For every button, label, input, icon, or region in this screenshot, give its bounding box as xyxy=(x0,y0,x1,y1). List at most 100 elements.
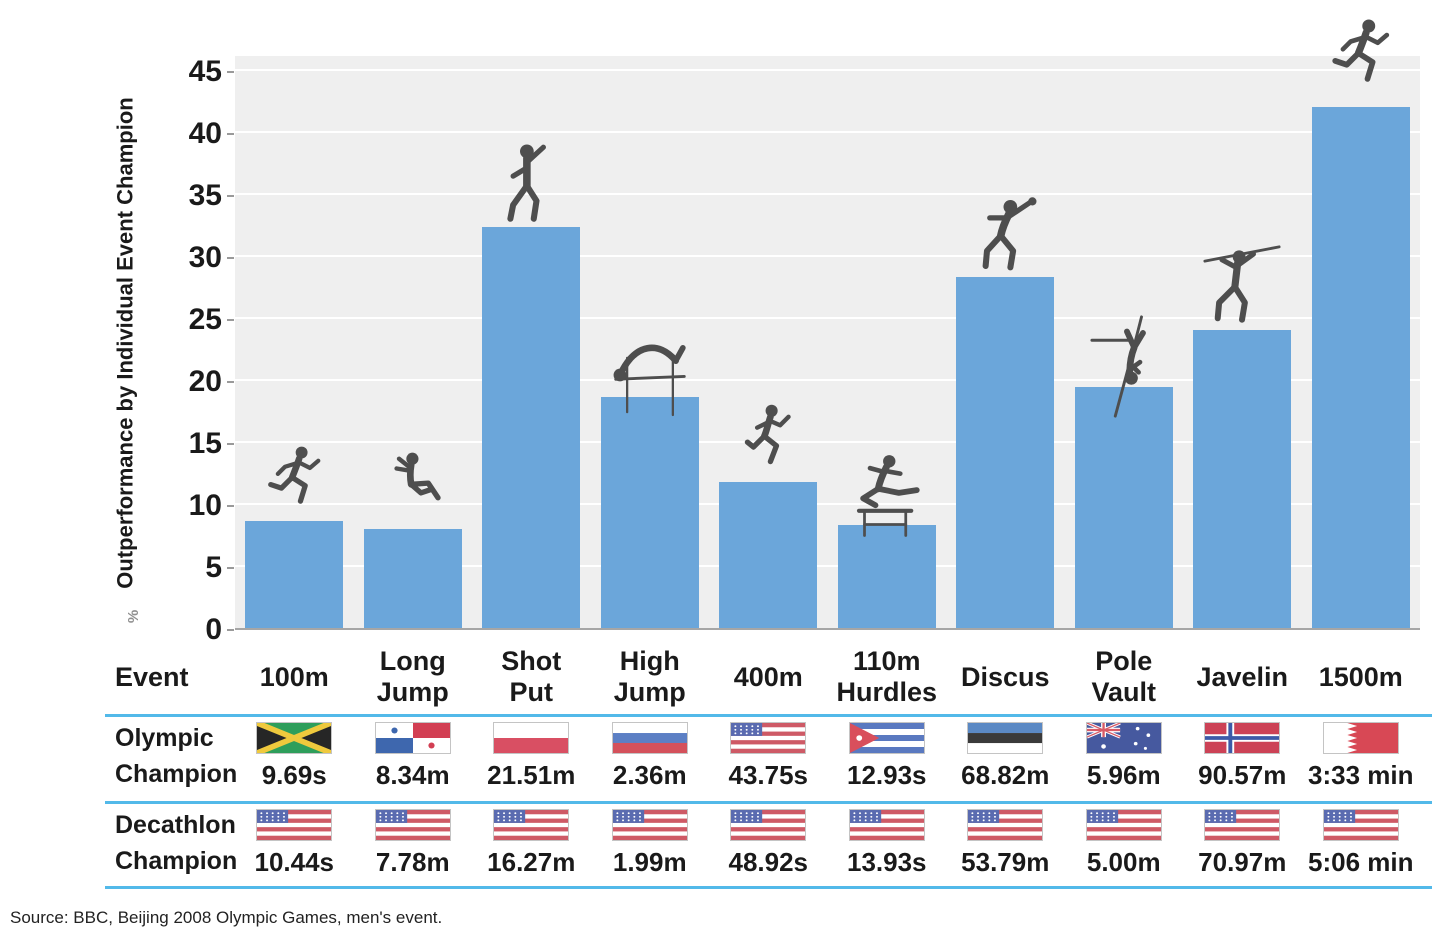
bar-high-jump xyxy=(600,397,699,628)
event-label-line: 100m xyxy=(259,661,329,692)
event-label: High Jump xyxy=(591,646,710,708)
shot-putter-icon xyxy=(498,139,564,227)
y-tick-label: 25 xyxy=(188,303,222,336)
event-label: Discus xyxy=(946,646,1065,708)
high-jumper-icon xyxy=(610,329,690,421)
y-tick-label: 20 xyxy=(188,365,222,398)
event-label: 110m Hurdles xyxy=(828,646,947,708)
gridline xyxy=(235,503,1420,505)
decathlon-champion-row-label-line2: Champion xyxy=(115,847,238,875)
y-tick-mark xyxy=(227,381,234,383)
olympic-champion-row-label-line1: Olympic xyxy=(115,724,214,752)
table-value: 5:06 min xyxy=(1308,847,1414,877)
y-tick-mark xyxy=(227,257,234,259)
event-axis-header: Event xyxy=(115,661,189,692)
discus-thrower-icon xyxy=(976,189,1042,277)
table-value: 3:33 min xyxy=(1308,760,1414,790)
javelin-thrower-icon xyxy=(1202,238,1282,330)
event-label: Pole Vault xyxy=(1065,646,1184,708)
event-label-line: High xyxy=(619,646,680,676)
event-label: Shot Put xyxy=(472,646,591,708)
flag-icon-usa xyxy=(1204,809,1280,841)
flag-icon-usa xyxy=(374,809,451,841)
table-value: 7.78m xyxy=(375,847,450,877)
decathlon-champion-row-label: Decathlon Champion xyxy=(115,807,237,879)
table-rule-bottom xyxy=(105,886,1432,889)
y-tick-mark xyxy=(227,195,234,197)
gridline xyxy=(235,131,1420,133)
table-value: 48.92s xyxy=(728,847,809,877)
flag-icon-australia xyxy=(1085,722,1162,754)
runner-icon xyxy=(739,402,797,480)
y-tick-mark xyxy=(227,443,234,445)
y-tick-mark xyxy=(227,133,234,135)
y-tick-label: 45 xyxy=(188,55,222,88)
flag-icon-usa xyxy=(493,809,569,841)
event-label-line: Javelin xyxy=(1196,661,1289,692)
y-tick-mark xyxy=(227,629,234,631)
gridline xyxy=(235,441,1420,443)
olympic-champion-row-label: Olympic Champion xyxy=(115,720,237,792)
table-value: 13.93s xyxy=(846,847,927,877)
y-tick-mark xyxy=(227,319,234,321)
gridline xyxy=(235,317,1420,319)
y-tick-label: 40 xyxy=(188,117,222,150)
event-label: Javelin xyxy=(1183,646,1302,708)
event-label: Long Jump xyxy=(354,646,473,708)
decathlon-champion-row-label-line1: Decathlon xyxy=(115,811,236,839)
event-label-line: Discus xyxy=(960,661,1050,692)
flag-icon-usa xyxy=(848,809,925,841)
flag-icon-usa xyxy=(1322,809,1399,841)
flag-icon-usa xyxy=(611,809,688,841)
event-label-line: Vault xyxy=(1091,677,1157,707)
gridline xyxy=(235,69,1420,71)
gridline xyxy=(235,565,1420,567)
y-tick-label: 10 xyxy=(188,489,222,522)
flag-icon-panama xyxy=(374,722,451,754)
sprinter-icon xyxy=(266,443,323,519)
event-label-line: 400m xyxy=(733,661,803,692)
flag-icon-poland xyxy=(493,722,569,754)
table-value: 9.69s xyxy=(261,760,327,790)
y-tick-label: 5 xyxy=(205,551,222,584)
table-value: 70.97m xyxy=(1198,847,1287,877)
hurdler-icon xyxy=(848,453,925,541)
flag-icon-usa xyxy=(967,809,1043,841)
table-value: 1.99m xyxy=(612,847,687,877)
event-label-line: Hurdles xyxy=(836,677,938,707)
flag-icon-usa xyxy=(730,722,806,754)
y-tick-label: 15 xyxy=(188,427,222,460)
bar-discus xyxy=(956,277,1055,628)
table-value: 43.75s xyxy=(728,760,809,790)
table-rule-middle xyxy=(105,801,1432,804)
chart-plot-area xyxy=(235,19,1420,630)
bar-400m xyxy=(719,481,818,628)
bar-javelin xyxy=(1193,330,1292,628)
y-tick-mark xyxy=(227,505,234,507)
table-value: 10.44s xyxy=(254,847,335,877)
bar-long-jump xyxy=(363,528,462,628)
table-value: 90.57m xyxy=(1198,760,1287,790)
flag-icon-estonia xyxy=(967,722,1043,754)
event-label: 1500m xyxy=(1302,646,1421,708)
flag-icon-usa xyxy=(730,809,806,841)
table-value: 53.79m xyxy=(961,847,1050,877)
long-jumper-icon xyxy=(389,449,448,527)
bar-100m xyxy=(245,521,344,628)
event-label-line: Shot xyxy=(501,646,562,676)
event-label-line: Long xyxy=(379,646,446,676)
bar-1500m xyxy=(1311,107,1410,628)
distance-runner-icon xyxy=(1330,15,1392,99)
y-tick-mark xyxy=(227,567,234,569)
event-label-line: Put xyxy=(509,677,554,707)
bar-pole-vault xyxy=(1074,387,1173,628)
gridline xyxy=(235,193,1420,195)
flag-icon-norway xyxy=(1204,722,1280,754)
event-label-line: Jump xyxy=(613,677,686,707)
table-value: 12.93s xyxy=(846,760,927,790)
event-label-line: 1500m xyxy=(1318,661,1403,692)
table-value: 16.27m xyxy=(487,847,576,877)
y-tick-label: 0 xyxy=(205,613,222,646)
olympic-champion-row-label-line2: Champion xyxy=(115,760,238,788)
